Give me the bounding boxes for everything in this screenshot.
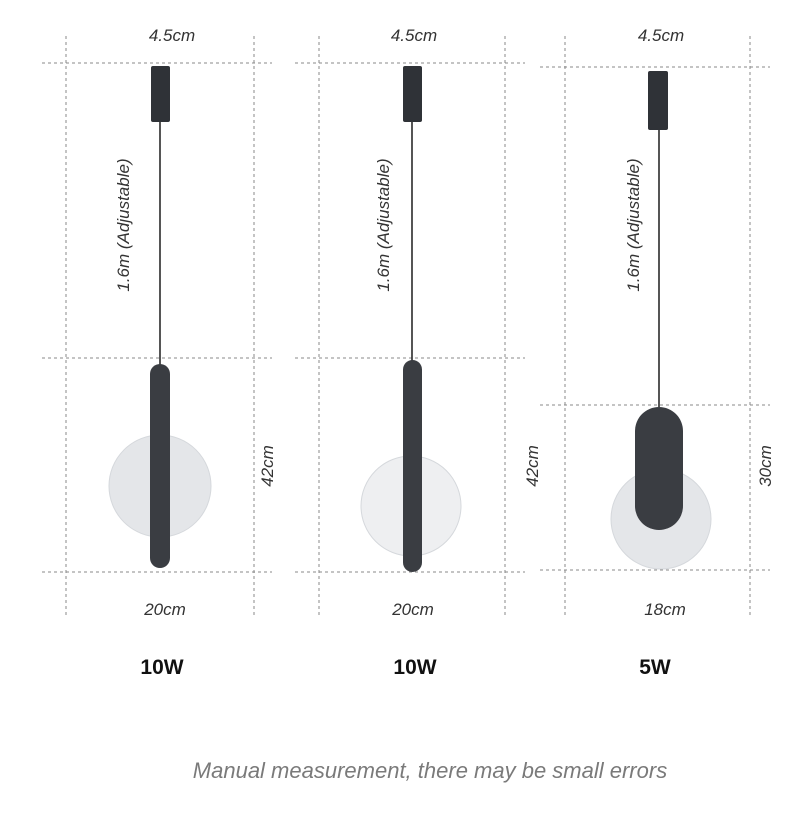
- top-width-label: 4.5cm: [637, 26, 685, 45]
- cable-length-label: 1.6m (Adjustable): [374, 158, 393, 292]
- lamp-bar: [403, 360, 422, 572]
- cable-length-label: 1.6m (Adjustable): [114, 158, 133, 292]
- cable-length-label: 1.6m (Adjustable): [624, 158, 643, 292]
- width-label: 18cm: [644, 600, 686, 619]
- top-width-label: 4.5cm: [148, 26, 196, 45]
- power-label: 5W: [639, 656, 671, 679]
- width-label: 20cm: [144, 600, 186, 619]
- lamp-body: [635, 407, 683, 530]
- measurement-guides: [42, 36, 770, 618]
- ceiling-canopy: [151, 66, 170, 122]
- pendant-lamp-3: [610, 71, 712, 570]
- width-label: 20cm: [392, 600, 434, 619]
- height-label: 42cm: [523, 445, 542, 487]
- measurement-note: Manual measurement, there may be small e…: [192, 758, 668, 783]
- lamp-bar: [150, 364, 170, 568]
- height-label: 30cm: [756, 445, 775, 487]
- pendant-lamp-1: [108, 66, 212, 568]
- ceiling-canopy: [648, 71, 668, 130]
- height-label: 42cm: [258, 445, 277, 487]
- power-label: 10W: [393, 656, 437, 679]
- pendant-lamp-2: [360, 66, 462, 572]
- top-width-label: 4.5cm: [390, 26, 438, 45]
- ceiling-canopy: [403, 66, 422, 122]
- power-label: 10W: [140, 656, 184, 679]
